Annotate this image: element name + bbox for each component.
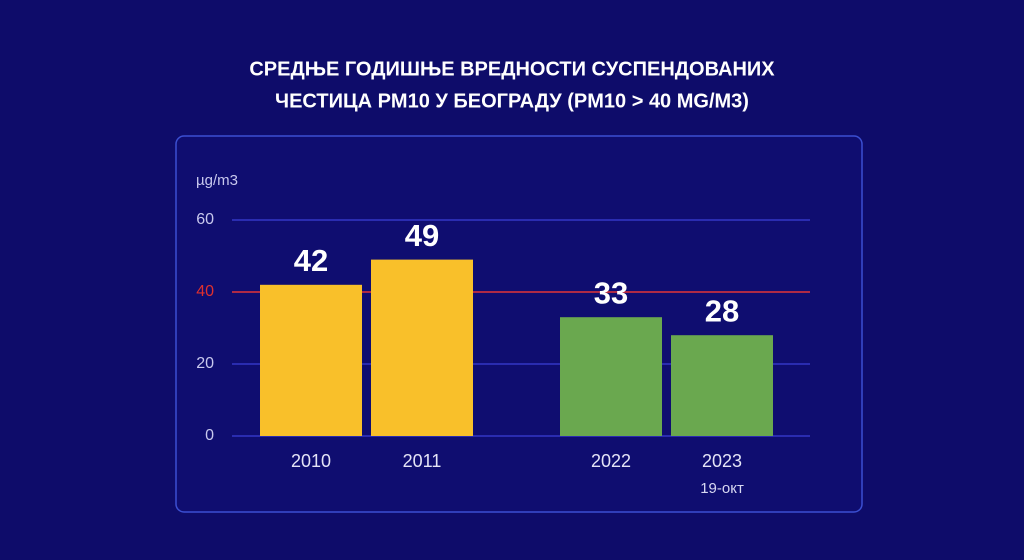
- bar: [371, 259, 473, 436]
- chart-title: ЧЕСТИЦА PM10 У БЕОГРАДУ (PM10 > 40 MG/M3…: [275, 90, 749, 112]
- value-label: 42: [294, 243, 328, 278]
- value-label: 49: [405, 218, 439, 253]
- y-tick-label: 40: [196, 283, 214, 300]
- x-tick-label: 2023: [702, 451, 742, 471]
- bar: [260, 284, 362, 436]
- chart-title: СРЕДЊЕ ГОДИШЊЕ ВРЕДНОСТИ СУСПЕНДОВАНИХ: [249, 58, 775, 80]
- y-tick-label: 0: [205, 427, 214, 444]
- x-tick-label: 2022: [591, 451, 631, 471]
- x-tick-sublabel: 19-окт: [700, 480, 744, 497]
- value-label: 28: [705, 293, 739, 328]
- bar: [560, 317, 662, 436]
- x-tick-label: 2010: [291, 451, 331, 471]
- y-axis-label: µg/m3: [196, 172, 238, 189]
- x-tick-label: 2011: [403, 451, 442, 471]
- y-tick-label: 20: [196, 355, 214, 372]
- value-label: 33: [594, 275, 628, 310]
- bar: [671, 335, 773, 436]
- y-tick-label: 60: [196, 211, 214, 228]
